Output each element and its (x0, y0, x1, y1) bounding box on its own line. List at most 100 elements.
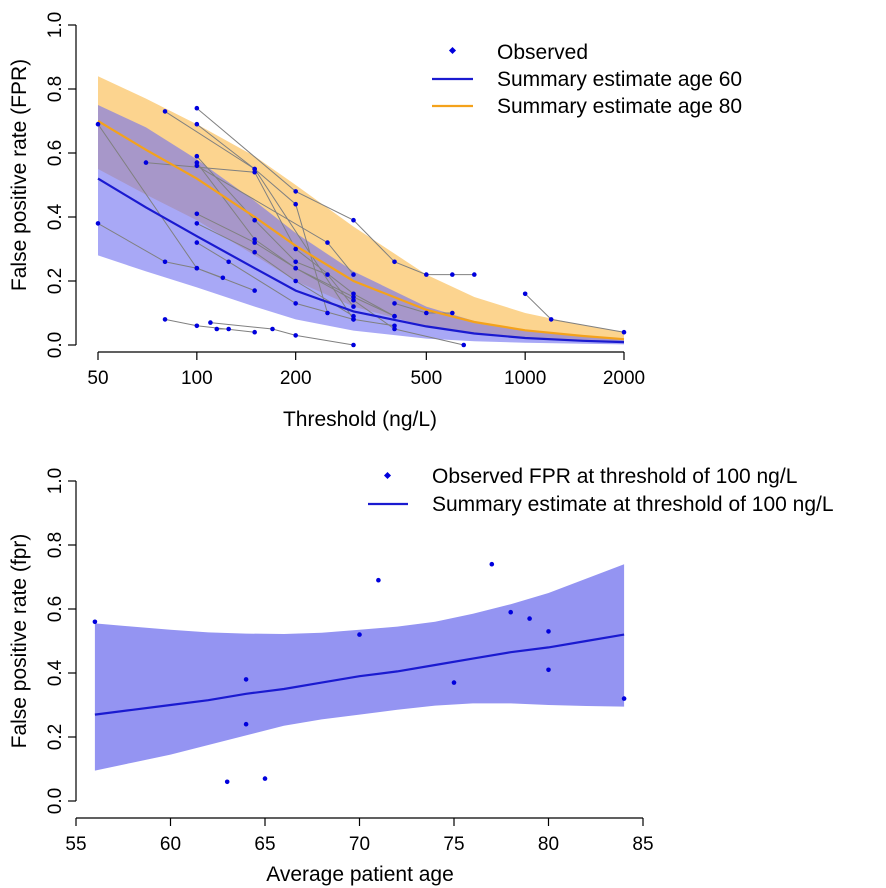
observed-point-9-2 (293, 265, 298, 271)
age80-summary-line (97, 120, 625, 341)
observed-point-15-1 (548, 317, 554, 322)
summary-confidence-band (94, 564, 625, 771)
observed-point-16-2 (450, 310, 455, 316)
observed-point-13-0 (208, 320, 213, 325)
observed-point-13-1 (270, 326, 275, 332)
x-tick-label-5: 80 (538, 834, 559, 855)
legend: Observed Summary estimate age 60 Summary… (432, 41, 742, 118)
observed-point-9-5 (461, 342, 467, 348)
summary-band (94, 564, 625, 771)
legend-label-observed: Observed FPR at threshold of 100 ng/L (432, 465, 797, 488)
observed-point-4 (262, 776, 268, 781)
x-tick-label-0: 55 (65, 834, 86, 855)
x-tick-label-2: 200 (280, 368, 312, 389)
observed-point-16-0 (392, 301, 397, 306)
x-tick-label-4: 75 (443, 834, 464, 855)
observed-point-6 (376, 577, 381, 583)
observed-point-10-0 (194, 221, 200, 226)
observed-point-4-0 (194, 121, 200, 127)
age60-summary-line (97, 177, 625, 344)
study-line-13 (210, 322, 354, 346)
observed-point-12-1 (194, 323, 200, 329)
summary-lines (97, 120, 625, 344)
observed-point-1-0 (95, 221, 101, 226)
observed-point-3-1 (293, 189, 298, 194)
study-line-10 (196, 222, 354, 317)
x-tick-label-6: 85 (632, 834, 653, 855)
y-tick-label-3: 0.6 (45, 140, 66, 166)
observed-point-6-1 (252, 217, 257, 223)
observed-point-15-0 (522, 291, 528, 297)
observed-point-10-3 (351, 313, 356, 319)
observed-point-8-0 (194, 163, 200, 169)
y-axis: 0.0 0.2 0.4 0.6 0.8 1.0 (45, 468, 77, 814)
observed-point-11 (546, 629, 551, 634)
legend-label-age60: Summary estimate age 60 (497, 68, 742, 91)
observed-point-6-0 (194, 153, 200, 159)
observed-point-4-1 (252, 166, 257, 172)
observed-point-9-0 (194, 211, 200, 217)
legend-symbols (368, 471, 408, 506)
observed-point-3-3 (392, 259, 397, 265)
observed-point-6-2 (293, 259, 298, 265)
legend-label-age80: Summary estimate age 80 (497, 95, 742, 118)
observed-point-13-3 (351, 342, 356, 348)
y-tick-label-2: 0.4 (45, 203, 66, 230)
observed-point-16-1 (424, 310, 429, 316)
observed-point-6-3 (325, 272, 330, 277)
legend-label-observed: Observed (497, 41, 588, 64)
y-tick-label-5: 1.0 (45, 468, 66, 494)
summary-line (94, 633, 625, 716)
observed-point-5-2 (293, 246, 298, 252)
observed-point-7-4 (392, 313, 397, 319)
study-line-1 (97, 222, 223, 279)
observed-point-11-1 (226, 259, 231, 265)
observed-point-15-2 (621, 329, 627, 335)
y-tick-label-2: 0.4 (45, 659, 66, 686)
y-axis-title: False positive rate (FPR) (8, 59, 31, 291)
observed-point-12 (546, 667, 551, 673)
x-tick-label-5: 2000 (603, 368, 645, 389)
observed-point-1-1 (162, 259, 168, 265)
x-tick-label-3: 70 (349, 834, 370, 855)
observed-point-2-3 (325, 310, 330, 316)
observed-point-2-0 (162, 109, 168, 114)
observed-point-2-2 (293, 201, 298, 207)
observed-point-10 (527, 616, 532, 621)
x-tick-label-3: 500 (410, 368, 442, 389)
x-tick-label-1: 100 (181, 368, 213, 389)
legend-symbols (432, 46, 473, 108)
observed-point-8-2 (351, 272, 356, 277)
observed-point-11-3 (351, 317, 356, 322)
observed-point-5-0 (143, 160, 149, 165)
x-axis: 55 60 65 70 75 80 85 (65, 817, 654, 855)
x-axis-title: Average patient age (266, 863, 454, 886)
y-axis: 0.0 0.2 0.4 0.6 0.8 1.0 (45, 12, 77, 358)
study-line-9 (196, 213, 464, 346)
x-axis-title: Threshold (ng/L) (283, 408, 437, 431)
legend-symbol-observed (448, 46, 457, 55)
observed-point-11-2 (293, 301, 298, 306)
study-line-2 (164, 110, 328, 314)
observed-point-7-1 (252, 237, 257, 242)
observed-point-5 (357, 632, 362, 637)
age60-confidence-band (98, 105, 624, 345)
x-axis: 50 100 200 500 1000 2000 (87, 351, 645, 389)
y-tick-label-1: 0.2 (45, 268, 66, 294)
observed-point-2 (243, 677, 249, 682)
y-tick-label-0: 0.0 (45, 332, 66, 358)
x-tick-label-1: 60 (160, 834, 181, 855)
y-tick-label-4: 0.8 (45, 532, 66, 558)
observed-point-3-0 (194, 105, 200, 111)
y-tick-label-4: 0.8 (45, 76, 66, 102)
observed-point-14-0 (214, 326, 220, 332)
observed-point-8 (489, 561, 495, 567)
observed-point-9-3 (351, 297, 356, 303)
observed-point-5-1 (252, 169, 257, 175)
y-tick-label-0: 0.0 (45, 788, 66, 814)
study-line-11 (196, 242, 354, 320)
age80-band (98, 76, 624, 343)
observed-point-10-2 (293, 278, 298, 284)
fpr-vs-threshold-chart: 50 100 200 500 1000 2000 0.0 0.2 0.4 0.6 0.8 1.0 T… (8, 12, 742, 431)
